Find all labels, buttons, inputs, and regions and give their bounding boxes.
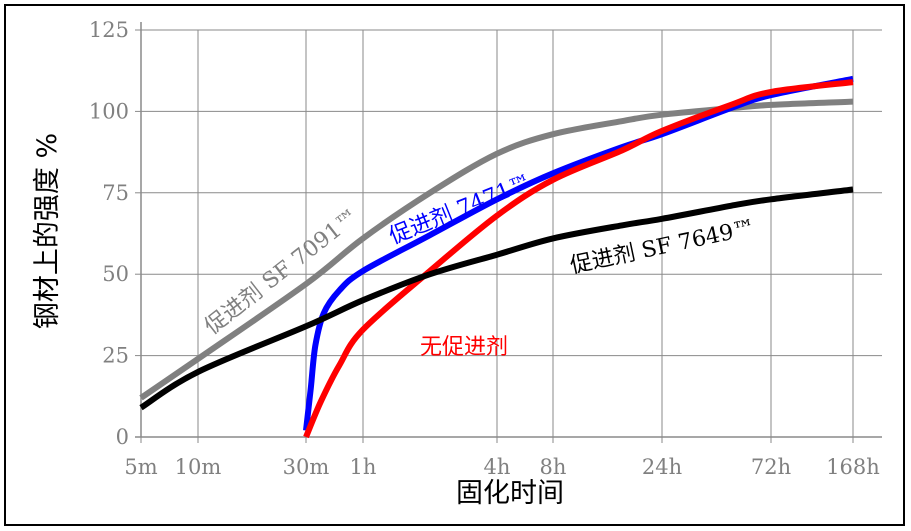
x-tick-label: 4h [484,455,511,479]
y-tick-label: 25 [102,344,129,368]
y-tick-label: 75 [102,181,129,205]
series-lines [139,75,854,439]
x-tick-label: 1h [350,455,377,479]
x-axis-label: 固化时间 [456,478,564,509]
series-7471-line [303,75,854,431]
series-sf7649-line [139,186,854,411]
y-tick-label: 0 [116,425,129,449]
grid [135,22,882,443]
y-tick-label: 125 [89,18,129,42]
tick-labels: 0 25 50 75 100 125 5m 10m 30m 1h 4h 8h 24h 72h 168h [89,18,880,479]
series-none-line [303,79,854,439]
y-tick-label: 50 [102,262,129,286]
series-none-label: 无促进剂 [420,335,508,360]
x-tick-label: 8h [540,455,567,479]
x-tick-label: 30m [283,455,330,479]
series-sf7091-label: 促进剂 SF 7091™ [200,204,364,340]
x-tick-label: 10m [175,455,222,479]
y-axis-label: 钢材上的强度 % [32,133,63,329]
x-tick-label: 5m [124,455,157,479]
y-tick-label: 100 [89,99,129,123]
x-tick-label: 24h [642,455,682,479]
series-sf7649-label: 促进剂 SF 7649™ [568,215,757,279]
x-tick-label: 168h [826,455,880,479]
x-tick-label: 72h [751,455,791,479]
